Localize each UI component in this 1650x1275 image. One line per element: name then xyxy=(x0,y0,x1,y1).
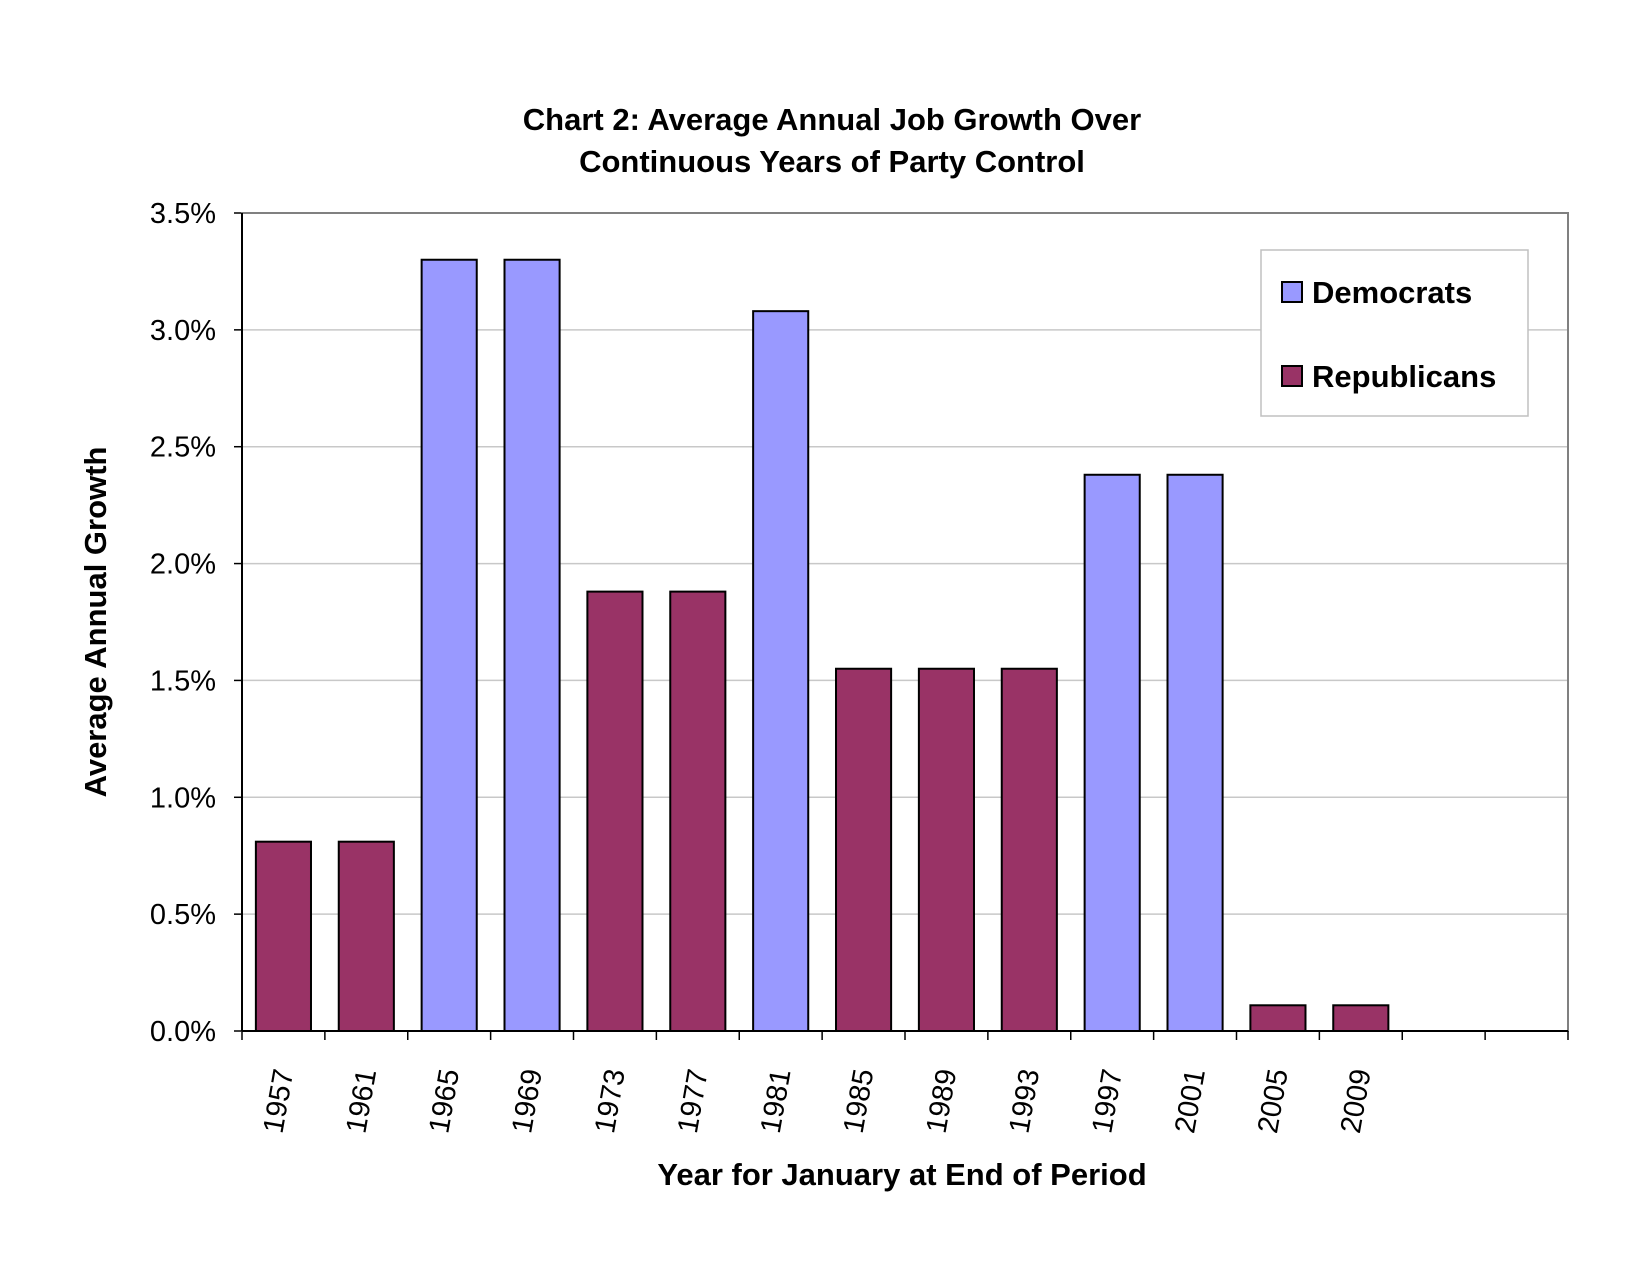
chart-title-line-1: Chart 2: Average Annual Job Growth Over xyxy=(523,102,1141,137)
x-tick-label: 1997 xyxy=(1086,1067,1129,1136)
bar-democrats-1997 xyxy=(1083,473,1141,1032)
bar-republicans-1957 xyxy=(254,840,312,1032)
x-tick-label: 1993 xyxy=(1003,1067,1046,1136)
bar-democrats-1981 xyxy=(752,310,810,1033)
legend-label-republicans: Republicans xyxy=(1312,359,1496,394)
x-tick-label: 1981 xyxy=(755,1067,798,1136)
bar-republicans-2009 xyxy=(1332,1004,1390,1033)
x-tick-label: 2001 xyxy=(1169,1067,1212,1136)
bar-republicans-1977 xyxy=(669,590,727,1032)
bars xyxy=(254,258,1390,1033)
bar-republicans-1961 xyxy=(337,840,395,1032)
x-tick-labels: 1957 1961 1965 1969 1973 1977 1981 1985 1989 1993… xyxy=(258,1067,1378,1136)
bar-democrats-1969 xyxy=(503,258,561,1032)
bar-republicans-2005 xyxy=(1249,1004,1307,1033)
bar-republicans-1985 xyxy=(835,667,893,1032)
y-axis-label: Average Annual Growth xyxy=(78,447,113,798)
chart-title-line-2: Continuous Years of Party Control xyxy=(579,144,1085,179)
x-tick-label: 2005 xyxy=(1252,1067,1295,1136)
y-tick-label: 0.0% xyxy=(150,1016,216,1048)
x-tick-label: 1969 xyxy=(506,1067,549,1136)
x-tick-label: 1989 xyxy=(921,1067,964,1136)
x-tick-label: 2009 xyxy=(1335,1067,1378,1136)
x-tick-label: 1961 xyxy=(340,1067,383,1136)
bar-democrats-1965 xyxy=(420,258,478,1032)
x-tick-label: 1985 xyxy=(838,1067,881,1136)
legend-swatch-republicans xyxy=(1281,365,1303,387)
x-tick-label: 1965 xyxy=(423,1067,466,1136)
legend: Democrats Republicans xyxy=(1260,249,1529,417)
y-tick-label: 3.5% xyxy=(150,198,216,230)
y-tick-label: 3.0% xyxy=(150,315,216,347)
y-tick-label: 2.0% xyxy=(150,549,216,581)
y-tick-label: 1.0% xyxy=(150,782,216,814)
x-tick-label: 1977 xyxy=(672,1067,715,1136)
bar-democrats-2001 xyxy=(1166,473,1224,1032)
legend-label-democrats: Democrats xyxy=(1312,275,1472,310)
legend-box xyxy=(1260,249,1529,417)
x-axis-label: Year for January at End of Period xyxy=(657,1157,1146,1192)
y-tick-labels: 0.0% 0.5% 1.0% 1.5% 2.0% 2.5% 3.0% 3.5% xyxy=(150,198,216,1048)
legend-swatch-democrats xyxy=(1281,281,1303,303)
bar-republicans-1973 xyxy=(586,590,644,1032)
bar-republicans-1989 xyxy=(917,667,975,1032)
y-tick-label: 2.5% xyxy=(150,432,216,464)
axes xyxy=(234,212,1569,1040)
bar-republicans-1993 xyxy=(1000,667,1058,1032)
y-tick-label: 1.5% xyxy=(150,665,216,697)
y-tick-label: 0.5% xyxy=(150,899,216,931)
x-tick-label: 1973 xyxy=(589,1067,632,1136)
x-tick-label: 1957 xyxy=(258,1067,301,1136)
